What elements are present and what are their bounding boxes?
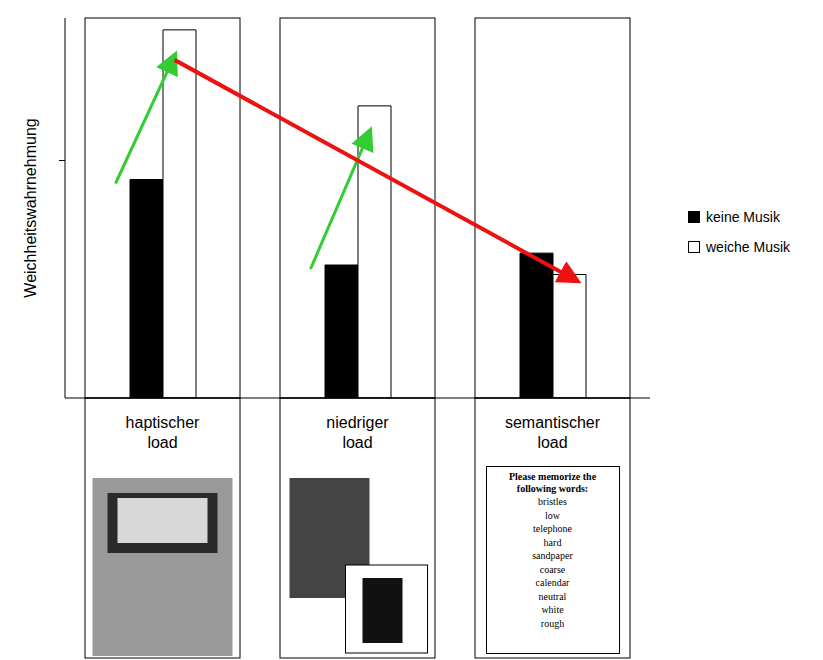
html-text:hard: hard: [543, 536, 562, 548]
html-text:Please memorize the following: Please memorize the following words:: [508, 471, 597, 494]
svg-text:semantischerload: semantischerload: [505, 414, 601, 451]
html-text:telephone: telephone: [533, 523, 572, 534]
html-text:low: low: [545, 509, 560, 521]
html-text:bristles: bristles: [538, 496, 567, 507]
html-text:calendar: calendar: [535, 577, 570, 588]
html-text:neutral: neutral: [538, 590, 567, 602]
html-text:weiche Musik: weiche Musik: [706, 239, 790, 255]
svg-text:haptischerload: haptischerload: [126, 414, 200, 451]
html-text:keine Musik: keine Musik: [706, 209, 780, 225]
html-text:coarse: coarse: [539, 563, 566, 575]
html-text:sandpaper: sandpaper: [532, 550, 573, 561]
html-text:white: white: [541, 604, 564, 615]
svg-text:niedrigerload: niedrigerload: [326, 414, 389, 451]
svg-text:Weichheitswahrnehmung: Weichheitswahrnehmung: [22, 118, 39, 297]
html-text:rough: rough: [540, 617, 565, 629]
